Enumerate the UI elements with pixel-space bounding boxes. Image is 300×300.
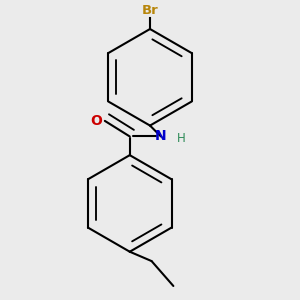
Text: O: O <box>90 114 102 128</box>
Text: N: N <box>155 130 167 143</box>
Text: H: H <box>177 133 186 146</box>
Text: Br: Br <box>142 4 158 16</box>
